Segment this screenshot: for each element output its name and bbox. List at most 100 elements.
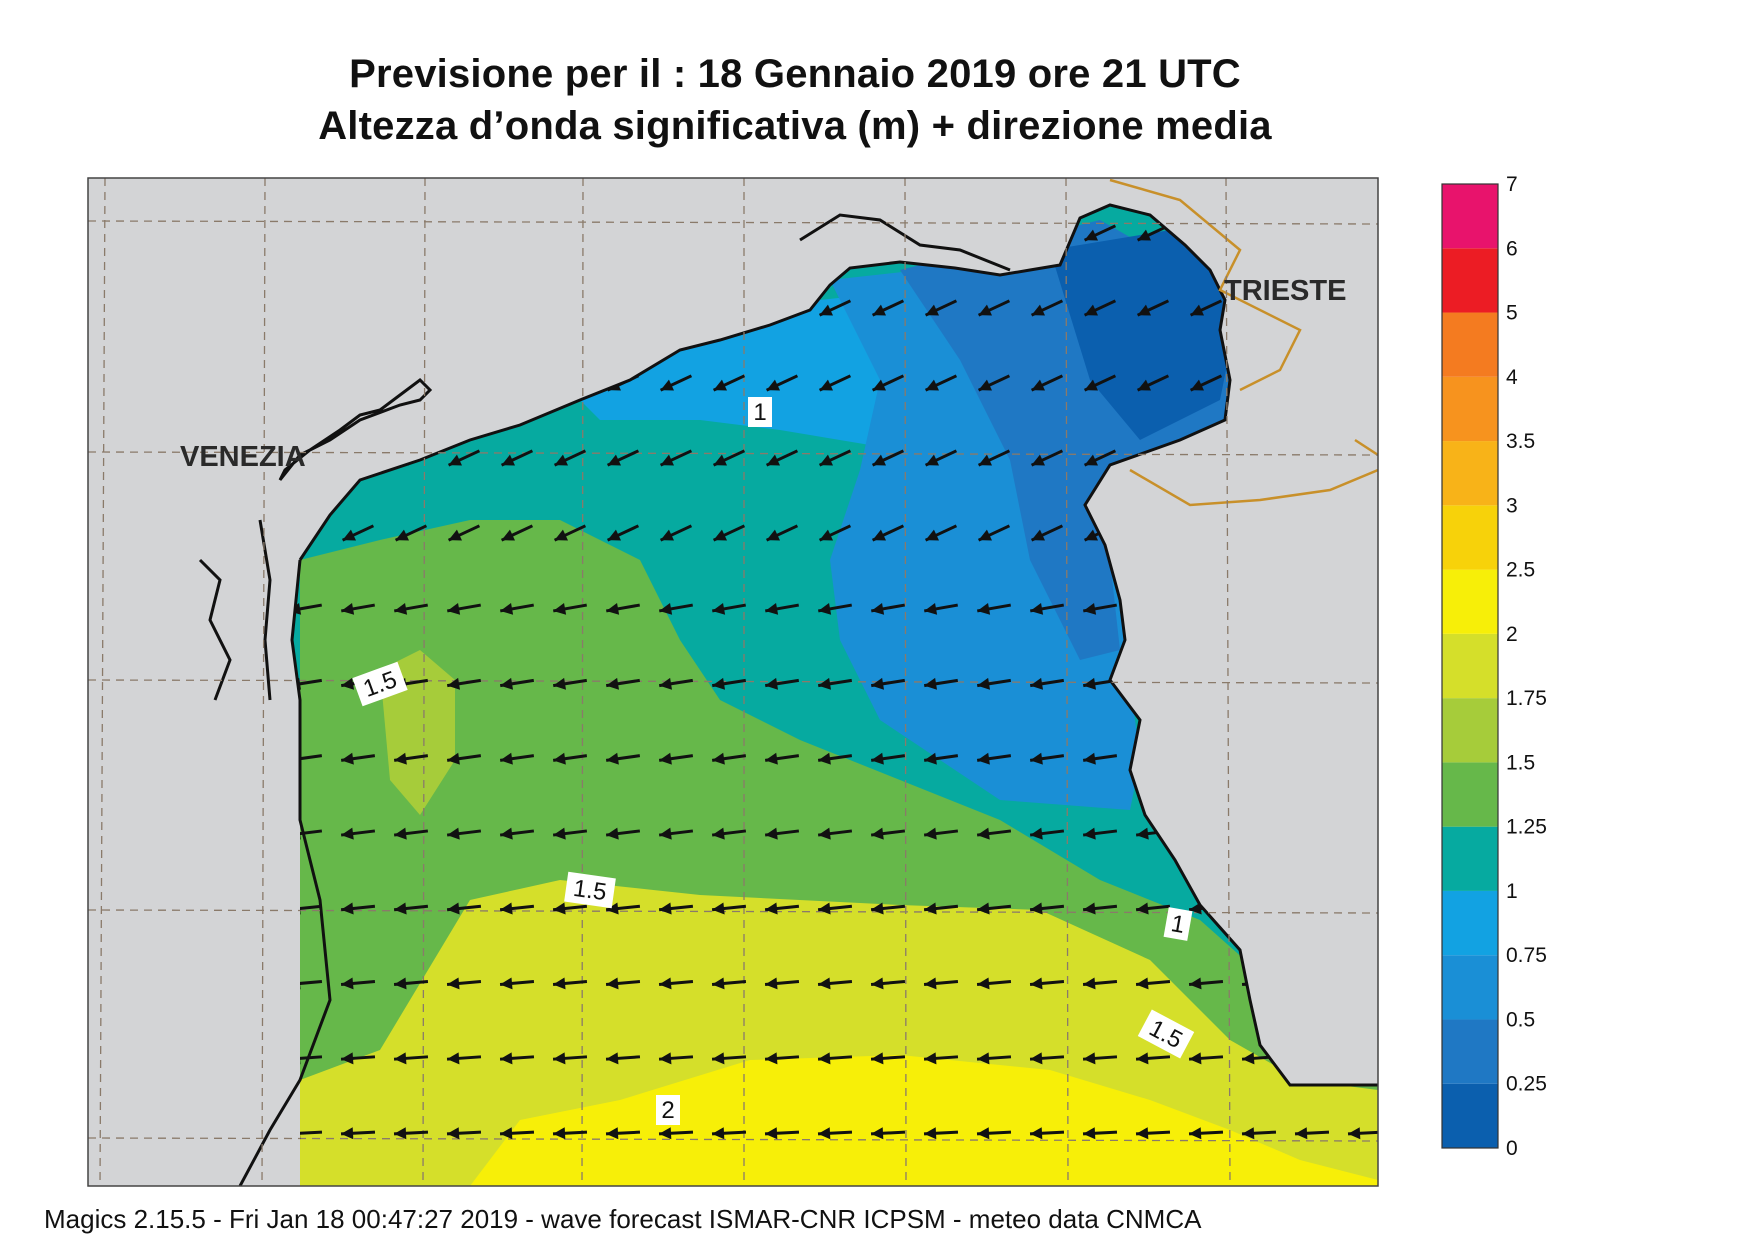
direction-arrow [711, 977, 747, 990]
direction-arrow [659, 524, 693, 542]
direction-arrow [1082, 602, 1118, 615]
direction-arrow [1136, 224, 1170, 242]
direction-arrow [923, 977, 959, 990]
direction-arrow [977, 524, 1011, 542]
direction-arrow [764, 752, 800, 765]
colorbar-label: 6 [1506, 237, 1518, 260]
colorbar-swatch [1442, 441, 1498, 506]
contour-label: 2 [661, 1097, 674, 1124]
direction-arrow [340, 602, 376, 615]
direction-arrow [340, 1127, 376, 1140]
direction-arrow [552, 602, 588, 615]
direction-arrow [1029, 752, 1065, 765]
direction-arrow [1083, 299, 1117, 317]
direction-arrow [446, 977, 482, 990]
colorbar-label: 7 [1506, 173, 1518, 196]
direction-arrow [658, 827, 694, 840]
direction-arrow [499, 902, 535, 915]
direction-arrow [658, 902, 694, 915]
direction-arrow [764, 902, 800, 915]
direction-arrow [552, 1127, 588, 1140]
colorbar-label: 1 [1506, 880, 1518, 903]
direction-arrow [976, 677, 1012, 690]
direction-arrow [817, 1127, 853, 1140]
national-border [1109, 178, 1378, 507]
direction-arrow [446, 1127, 482, 1140]
direction-arrow [924, 299, 958, 317]
direction-arrow [340, 902, 376, 915]
direction-arrow [553, 449, 587, 467]
direction-arrow [500, 449, 534, 467]
colorbar-label: 0.5 [1506, 1008, 1535, 1031]
direction-arrow [711, 602, 747, 615]
colorbar-swatch [1442, 184, 1498, 249]
direction-arrow [340, 977, 376, 990]
colorbar-swatch [1442, 633, 1498, 699]
direction-arrow [553, 524, 587, 542]
direction-arrow [976, 1052, 1012, 1065]
direction-arrow [924, 524, 958, 542]
direction-arrow [765, 524, 799, 542]
direction-arrow [446, 752, 482, 765]
direction-arrow [976, 827, 1012, 840]
colorbar: 0 0.25 0.5 0.75 1 1.25 1.5 1.75 2 2.5 3 3.5 4 5 6 7 [1441, 173, 1547, 1160]
direction-arrow [1029, 977, 1065, 990]
direction-arrow [1189, 299, 1223, 317]
direction-arrow [817, 1052, 853, 1065]
direction-arrow [1029, 677, 1065, 690]
colorbar-swatch [1442, 569, 1498, 634]
direction-arrow [870, 1127, 906, 1140]
direction-arrow [552, 1052, 588, 1065]
direction-arrow [764, 827, 800, 840]
colorbar-swatch [1442, 890, 1498, 956]
direction-arrow [871, 374, 905, 392]
direction-arrow [711, 752, 747, 765]
direction-arrow [605, 827, 641, 840]
direction-arrow [976, 977, 1012, 990]
direction-arrow [606, 449, 640, 467]
city-label-trieste: TRIESTE [1224, 275, 1346, 307]
contour-label: 1 [1169, 910, 1187, 939]
direction-arrow [605, 977, 641, 990]
direction-arrow [764, 602, 800, 615]
direction-arrow [552, 827, 588, 840]
direction-arrow [1188, 1052, 1224, 1065]
direction-arrow [1082, 1052, 1118, 1065]
direction-arrow [870, 677, 906, 690]
direction-arrow [1029, 827, 1065, 840]
direction-arrow [341, 524, 375, 542]
direction-arrow [393, 1127, 429, 1140]
direction-arrow [1030, 299, 1064, 317]
direction-arrow [923, 677, 959, 690]
direction-arrow [605, 902, 641, 915]
colorbar-swatch [1442, 505, 1498, 570]
colorbar-label: 0.25 [1506, 1073, 1547, 1096]
direction-arrow [870, 977, 906, 990]
direction-arrow [1136, 299, 1170, 317]
direction-arrow [1029, 902, 1065, 915]
direction-arrow [870, 902, 906, 915]
direction-arrow [817, 752, 853, 765]
direction-arrow [499, 677, 535, 690]
direction-arrow [711, 902, 747, 915]
direction-arrow [977, 374, 1011, 392]
contour-label: 1 [753, 399, 766, 426]
direction-arrow [605, 1052, 641, 1065]
direction-arrow [605, 602, 641, 615]
direction-arrow [764, 977, 800, 990]
direction-arrow [605, 1127, 641, 1140]
direction-arrow [817, 677, 853, 690]
direction-arrow [605, 677, 641, 690]
direction-arrow [1083, 449, 1117, 467]
colorbar-swatch [1442, 248, 1498, 313]
direction-arrow [818, 299, 852, 317]
direction-arrow [499, 602, 535, 615]
direction-arrow [1347, 1127, 1378, 1140]
map-title: Previsione per il : 18 Gennaio 2019 ore … [349, 52, 1241, 96]
direction-arrow [340, 1052, 376, 1065]
direction-arrow [765, 374, 799, 392]
direction-arrow [1082, 827, 1118, 840]
colorbar-label: 4 [1506, 366, 1518, 389]
contour-labels: 1 1.5 1.5 1 1.5 2 [352, 397, 1195, 1125]
direction-arrow [712, 374, 746, 392]
